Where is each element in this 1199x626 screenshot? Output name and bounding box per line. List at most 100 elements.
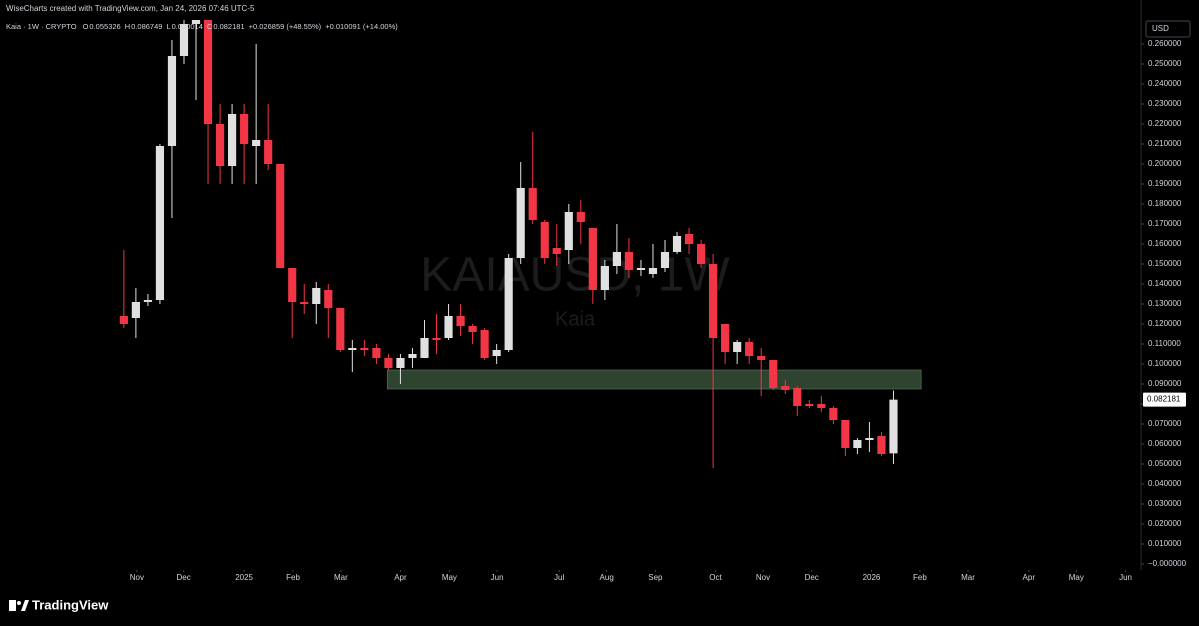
y-tick-label: 0.200000 <box>1148 159 1182 168</box>
candle-body <box>829 408 838 420</box>
candle-body <box>119 316 128 324</box>
candle-body <box>372 348 381 358</box>
candle-body <box>408 354 417 358</box>
x-tick-label: Dec <box>805 573 819 582</box>
currency[interactable]: USD <box>1152 24 1169 33</box>
x-tick-label: Oct <box>709 573 722 582</box>
candle-body <box>733 342 742 352</box>
watermark: KAIAUSD, 1W <box>420 249 730 302</box>
y-tick-label: 0.060000 <box>1148 439 1182 448</box>
x-tick-label: Mar <box>961 573 975 582</box>
y-tick-label: 0.100000 <box>1148 359 1182 368</box>
candle-body <box>360 348 369 350</box>
y-tick-label: 0.210000 <box>1148 139 1182 148</box>
x-tick-label: Apr <box>394 573 407 582</box>
x-tick-label: Mar <box>334 573 348 582</box>
x-tick-label: May <box>442 573 457 582</box>
candle-body <box>889 399 898 454</box>
candle-body <box>805 404 814 406</box>
candle-body <box>288 268 297 302</box>
ohlc-value: 0.055326 <box>89 22 120 31</box>
y-tick-label: 0.030000 <box>1148 499 1182 508</box>
y-tick-label: 0.150000 <box>1148 259 1182 268</box>
candle-body <box>516 188 525 258</box>
ohlc-letter: O <box>83 22 89 31</box>
candle-body <box>841 420 850 448</box>
watermark-name: Kaia <box>555 308 596 330</box>
x-tick-label: Nov <box>756 573 770 582</box>
ohlc-letter: H <box>125 22 130 31</box>
change-last: +0.010091 (+14.00%) <box>325 22 398 31</box>
x-tick-label: Apr <box>1023 573 1036 582</box>
y-tick-label: 0.090000 <box>1148 379 1182 388</box>
currency-button[interactable] <box>1145 20 1191 38</box>
ohlc-value: 0.050014 <box>172 22 203 31</box>
candle-body <box>781 386 790 390</box>
y-tick-label: 0.260000 <box>1148 39 1182 48</box>
y-tick-label: 0.120000 <box>1148 319 1182 328</box>
y-tick-label: 0.070000 <box>1148 419 1182 428</box>
candle-body <box>504 258 513 350</box>
candle-body <box>757 356 766 360</box>
candle-body <box>672 236 682 252</box>
candle-body <box>721 324 730 352</box>
x-tick-label: Jul <box>554 573 564 582</box>
symbol: Kaia · 1W · CRYPTO <box>6 22 77 31</box>
candle-body <box>228 114 237 166</box>
candle-body <box>528 188 537 220</box>
candle-body <box>348 348 357 350</box>
ohlc-value: 0.086749 <box>131 22 162 31</box>
candle-body <box>336 308 345 350</box>
x-tick-label: 2026 <box>863 573 881 582</box>
change: +0.026859 (+48.55%) <box>249 22 322 31</box>
ohlc-letter: C <box>207 22 213 31</box>
candle-body <box>444 316 453 338</box>
candle-body <box>624 252 634 270</box>
candle-body <box>191 20 201 24</box>
candle-body <box>853 440 862 448</box>
candle-body <box>552 248 561 254</box>
candle-body <box>745 342 754 356</box>
y-tick-label: 0.050000 <box>1148 459 1182 468</box>
y-tick-label: 0.040000 <box>1148 479 1182 488</box>
x-tick-label: Sep <box>648 573 663 582</box>
candle-body <box>564 212 573 250</box>
last-price-box <box>1143 392 1186 407</box>
candle-body <box>660 252 670 268</box>
candle-body <box>215 124 225 166</box>
brand-logo <box>21 600 29 611</box>
candle-body <box>793 388 802 406</box>
x-tick-label: Feb <box>286 573 300 582</box>
brand-name: TradingView <box>32 597 109 612</box>
candle-body <box>612 252 621 266</box>
x-tick-label: Aug <box>600 573 614 582</box>
y-tick-label: 0.180000 <box>1148 199 1182 208</box>
brand-logo <box>9 600 16 611</box>
candle-body <box>684 234 694 244</box>
candle-body <box>252 140 261 146</box>
candle-body <box>179 24 189 56</box>
x-tick-label: Jun <box>1119 573 1132 582</box>
x-tick-label: Nov <box>130 573 144 582</box>
candle-body <box>468 326 477 332</box>
candle-body <box>588 228 597 290</box>
candle-body <box>540 222 549 258</box>
candle-body <box>312 288 321 304</box>
candle-body <box>817 404 826 408</box>
candle-body <box>492 350 501 356</box>
candle-body <box>636 268 646 270</box>
support-zone <box>386 369 922 390</box>
y-tick-label: 0.160000 <box>1148 239 1182 248</box>
credit: WiseCharts created with TradingView.com,… <box>6 4 255 13</box>
brand-logo <box>17 601 21 605</box>
y-tick-label: 0.110000 <box>1148 339 1181 348</box>
y-tick-label: 0.130000 <box>1148 299 1182 308</box>
candle-body <box>167 56 177 146</box>
candle-body <box>576 212 585 222</box>
candle-body <box>300 302 309 304</box>
last-price-label: 0.082181 <box>1147 395 1181 404</box>
candle-body <box>769 360 778 388</box>
candle-body <box>696 244 706 264</box>
